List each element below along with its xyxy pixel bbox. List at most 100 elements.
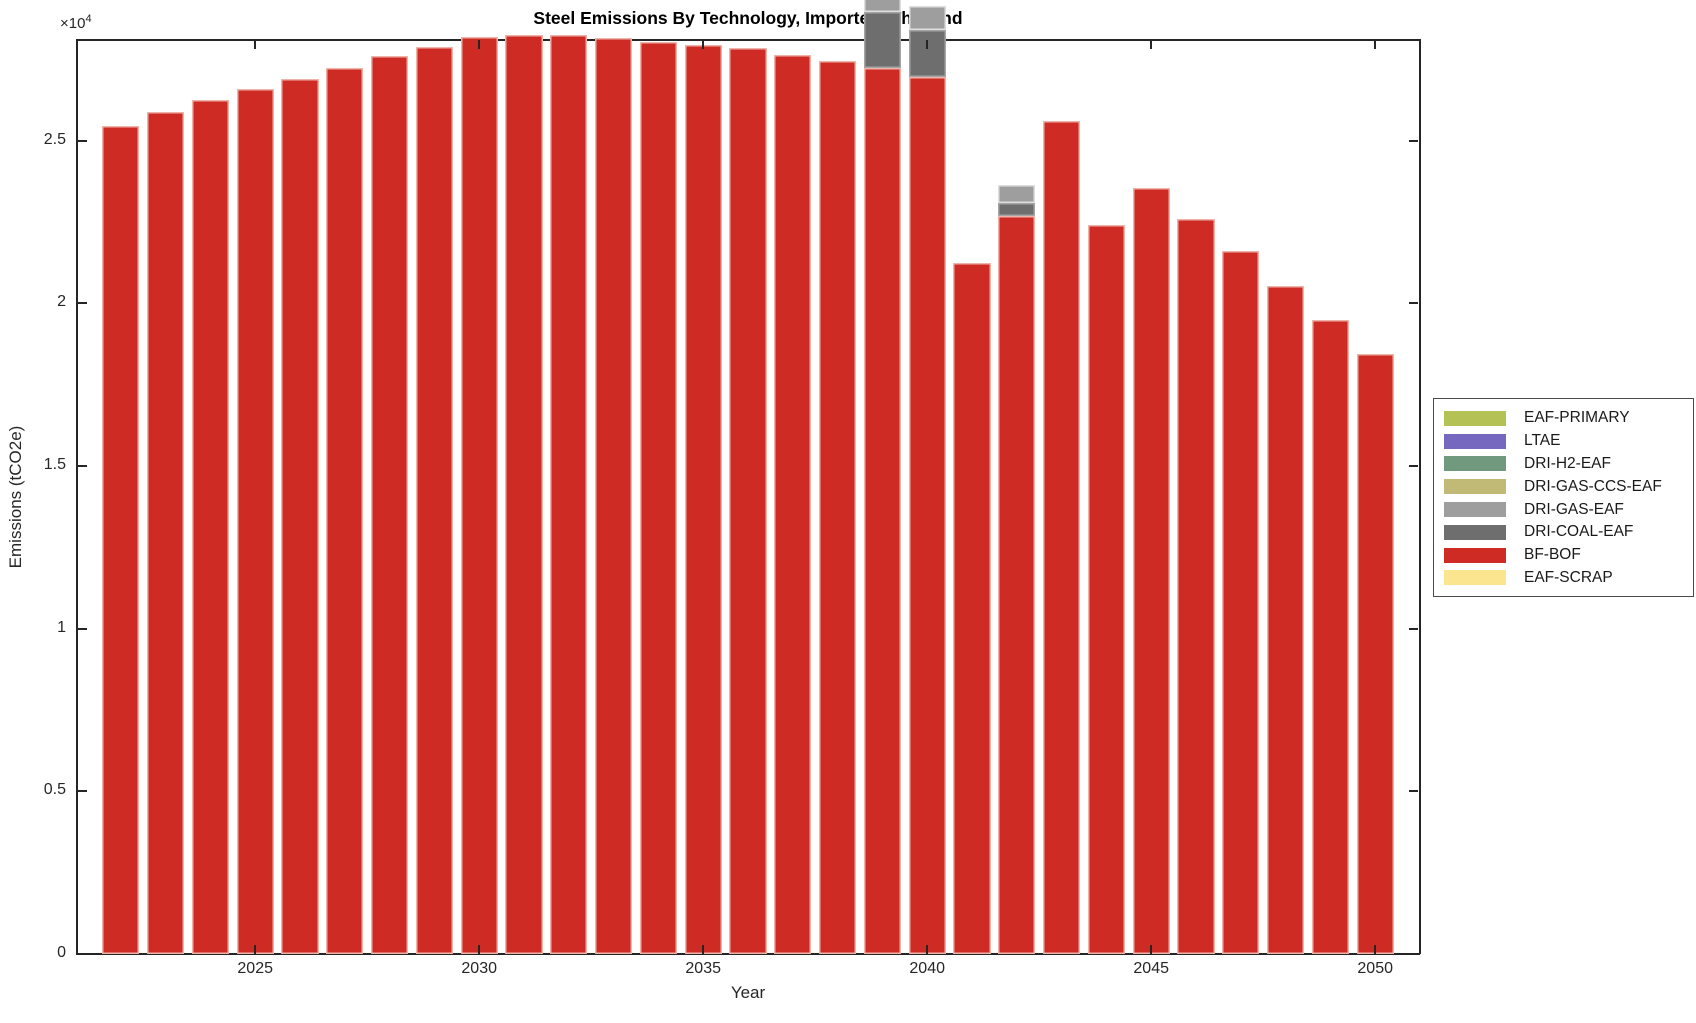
bar-segment-bf-bof-2027 — [326, 67, 364, 954]
legend: EAF-PRIMARY LTAE DRI-H2-EAF DRI-GAS-CCS-EAF… — [1433, 398, 1694, 597]
legend-swatch-bf-bof — [1444, 547, 1506, 563]
x-tick-bottom-2040 — [926, 945, 929, 954]
bar-segment-dri-gas-eaf-2042 — [998, 184, 1036, 203]
y-tick-left-1 — [78, 627, 87, 630]
x-tick-top-2025 — [254, 40, 257, 49]
x-tick-top-2030 — [478, 40, 481, 49]
legend-swatch-dri-gas-ccs-eaf — [1444, 479, 1506, 495]
bar-segment-bf-bof-2046 — [1177, 218, 1215, 954]
bar-segment-bf-bof-2050 — [1356, 353, 1394, 954]
y-axis-offset-label: ×104 — [60, 13, 92, 32]
bar-segment-bf-bof-2045 — [1132, 188, 1170, 954]
bar-segment-bf-bof-2042 — [998, 215, 1036, 954]
x-tick-top-2045 — [1150, 40, 1153, 49]
chart-title: Steel Emissions By Technology, Imported:… — [533, 8, 963, 28]
y-tick-label-2: 2 — [57, 293, 66, 311]
legend-label-bf-bof: BF-BOF — [1524, 546, 1581, 564]
y-tick-label-1: 1 — [57, 618, 66, 636]
x-tick-label-2025: 2025 — [237, 960, 273, 977]
y-tick-label-1.5: 1.5 — [43, 456, 66, 474]
legend-item-dri-gas-ccs-eaf: DRI-GAS-CCS-EAF — [1434, 475, 1693, 498]
bar-segment-dri-coal-eaf-2042 — [998, 202, 1036, 216]
x-tick-bottom-2035 — [702, 945, 705, 954]
bar-segment-bf-bof-2038 — [819, 61, 857, 954]
bar-segment-bf-bof-2030 — [460, 36, 498, 954]
legend-item-dri-gas-eaf: DRI-GAS-EAF — [1434, 498, 1693, 521]
x-tick-top-2035 — [702, 40, 705, 49]
bar-segment-bf-bof-2048 — [1267, 285, 1305, 954]
y-tick-right-0.5 — [1409, 790, 1418, 793]
y-tick-right-0 — [1409, 953, 1418, 955]
legend-swatch-eaf-primary — [1444, 410, 1506, 426]
bar-segment-bf-bof-2022 — [102, 126, 140, 954]
bar-segment-bf-bof-2028 — [371, 56, 409, 954]
y-tick-right-2 — [1409, 302, 1418, 305]
bar-segment-bf-bof-2032 — [550, 35, 588, 954]
y-tick-right-1 — [1409, 627, 1418, 630]
y-tick-left-1.5 — [78, 465, 87, 468]
x-tick-label-2045: 2045 — [1133, 960, 1169, 977]
x-tick-top-2050 — [1374, 40, 1377, 49]
plot-border-top — [76, 39, 1420, 41]
x-tick-bottom-2025 — [254, 945, 257, 954]
bar-segment-bf-bof-2041 — [953, 262, 991, 954]
legend-swatch-ltae — [1444, 433, 1506, 449]
legend-label-ltae: LTAE — [1524, 432, 1561, 450]
bar-segment-bf-bof-2024 — [191, 100, 229, 954]
legend-item-bf-bof: BF-BOF — [1434, 544, 1693, 567]
legend-item-ltae: LTAE — [1434, 430, 1693, 453]
bar-segment-dri-coal-eaf-2039 — [863, 12, 901, 68]
plot-border-right — [1418, 39, 1421, 954]
y-tick-left-0.5 — [78, 790, 87, 793]
legend-label-dri-coal-eaf: DRI-COAL-EAF — [1524, 523, 1634, 541]
bar-segment-bf-bof-2031 — [505, 35, 543, 954]
bar-segment-dri-coal-eaf-2040 — [908, 30, 946, 78]
legend-swatch-dri-gas-eaf — [1444, 502, 1506, 518]
legend-label-dri-gas-ccs-eaf: DRI-GAS-CCS-EAF — [1524, 477, 1662, 495]
plot-border-left — [76, 39, 78, 954]
bar-segment-bf-bof-2039 — [863, 67, 901, 954]
x-tick-label-2050: 2050 — [1357, 960, 1393, 977]
legend-item-eaf-scrap: EAF-SCRAP — [1434, 567, 1693, 590]
x-tick-bottom-2030 — [478, 945, 481, 954]
bar-segment-dri-gas-eaf-2039 — [863, 0, 901, 13]
bar-segment-bf-bof-2049 — [1311, 319, 1349, 954]
bar-segment-bf-bof-2025 — [236, 88, 274, 954]
legend-item-dri-h2-eaf: DRI-H2-EAF — [1434, 453, 1693, 476]
x-axis-label: Year — [730, 983, 766, 1002]
legend-item-eaf-primary: EAF-PRIMARY — [1434, 407, 1693, 430]
y-tick-left-0 — [78, 953, 87, 955]
y-tick-left-2.5 — [78, 139, 87, 142]
bar-segment-bf-bof-2029 — [415, 46, 453, 954]
legend-label-eaf-primary: EAF-PRIMARY — [1524, 409, 1630, 427]
x-tick-top-2040 — [926, 40, 929, 49]
bar-segment-bf-bof-2036 — [729, 48, 767, 954]
legend-label-dri-gas-eaf: DRI-GAS-EAF — [1524, 500, 1624, 518]
y-tick-label-2.5: 2.5 — [43, 130, 66, 148]
y-tick-left-2 — [78, 302, 87, 305]
bar-segment-dri-gas-eaf-2040 — [908, 5, 946, 31]
x-tick-bottom-2045 — [1150, 945, 1153, 954]
x-tick-label-2040: 2040 — [909, 960, 945, 977]
bar-segment-bf-bof-2043 — [1043, 121, 1081, 954]
bar-segment-bf-bof-2026 — [281, 79, 319, 954]
x-tick-label-2030: 2030 — [461, 960, 497, 977]
legend-label-eaf-scrap: EAF-SCRAP — [1524, 568, 1613, 586]
bar-segment-bf-bof-2047 — [1222, 251, 1260, 954]
bar-segment-bf-bof-2034 — [639, 41, 677, 954]
legend-swatch-eaf-scrap — [1444, 570, 1506, 586]
y-tick-label-0.5: 0.5 — [43, 781, 66, 799]
legend-swatch-dri-coal-eaf — [1444, 524, 1506, 540]
legend-item-dri-coal-eaf: DRI-COAL-EAF — [1434, 521, 1693, 544]
bar-segment-bf-bof-2037 — [774, 54, 812, 954]
bar-segment-bf-bof-2040 — [908, 77, 946, 954]
x-tick-label-2035: 2035 — [685, 960, 721, 977]
legend-swatch-dri-h2-eaf — [1444, 456, 1506, 472]
x-tick-bottom-2050 — [1374, 945, 1377, 954]
y-tick-label-0: 0 — [57, 944, 66, 961]
bar-segment-bf-bof-2023 — [147, 111, 185, 954]
bar-segment-bf-bof-2035 — [684, 44, 722, 954]
bar-segment-bf-bof-2033 — [595, 38, 633, 954]
